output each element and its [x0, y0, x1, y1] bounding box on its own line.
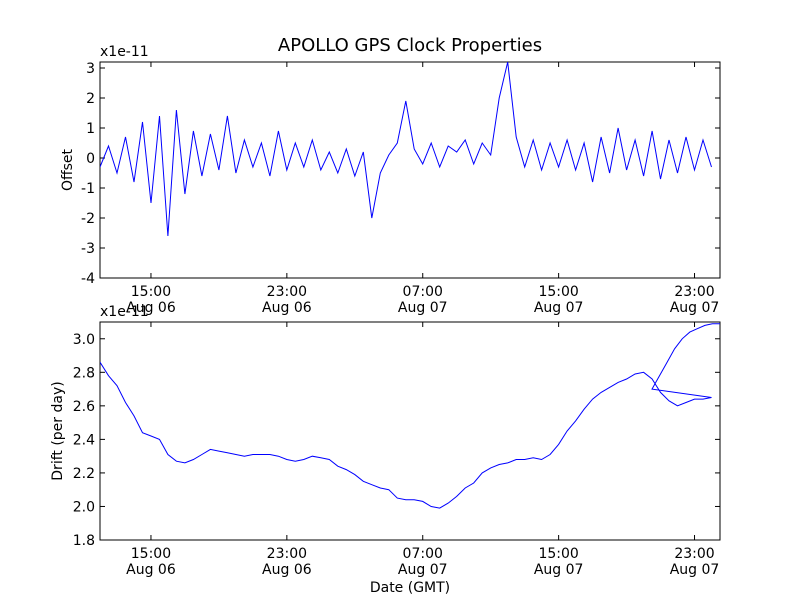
x-tick-label-time: 15:00: [131, 546, 171, 562]
axes-frame: [99, 321, 721, 541]
y-tick-label: -3: [81, 241, 95, 257]
x-tick-label-date: Aug 06: [126, 300, 176, 316]
x-tick-label-date: Aug 07: [398, 300, 448, 316]
chart-title: APOLLO GPS Clock Properties: [278, 35, 542, 56]
x-tick-label-time: 07:00: [403, 284, 443, 300]
x-tick-label-time: 23:00: [267, 284, 307, 300]
y-tick-label: 3: [86, 61, 95, 77]
x-tick-label-time: 15:00: [131, 284, 171, 300]
y-tick-label: 0: [86, 151, 95, 167]
y-tick-label: 1: [86, 121, 95, 137]
offset-series-line: [100, 62, 712, 237]
x-tick-label-time: 23:00: [674, 546, 714, 562]
y-tick-label: 2.2: [73, 466, 95, 482]
y-multiplier-label: x1e-11: [100, 44, 149, 60]
x-tick-label-date: Aug 07: [534, 562, 584, 578]
y-axis-label: Drift (per day): [50, 381, 66, 480]
x-tick-label-time: 15:00: [538, 284, 578, 300]
y-tick-label: -1: [81, 181, 95, 197]
x-tick-label-time: 23:00: [674, 284, 714, 300]
y-tick-label: 1.8: [73, 533, 95, 549]
x-tick-label-date: Aug 07: [534, 300, 584, 316]
y-tick-label: 2.6: [73, 399, 95, 415]
y-tick-label: 3.0: [73, 332, 95, 348]
y-tick-label: 2.8: [73, 365, 95, 381]
y-tick-label: 2.0: [73, 499, 95, 515]
axes-frame: [99, 61, 721, 279]
drift-series-line: [100, 323, 720, 509]
x-tick-label-time: 15:00: [538, 546, 578, 562]
x-tick-label-date: Aug 07: [670, 562, 720, 578]
x-tick-label-date: Aug 07: [670, 300, 720, 316]
y-tick-label: 2: [86, 91, 95, 107]
x-tick-label-date: Aug 06: [262, 300, 312, 316]
y-tick-label: 2.4: [73, 432, 95, 448]
y-multiplier-label: x1e-11: [100, 304, 149, 320]
x-tick-label-date: Aug 07: [398, 562, 448, 578]
y-axis-label: Offset: [60, 148, 76, 191]
y-tick-label: -2: [81, 211, 95, 227]
x-tick-label-time: 23:00: [267, 546, 307, 562]
y-tick-label: -4: [81, 271, 95, 287]
x-axis-label: Date (GMT): [370, 580, 450, 596]
x-tick-label-date: Aug 06: [126, 562, 176, 578]
x-tick-label-date: Aug 06: [262, 562, 312, 578]
x-tick-label-time: 07:00: [403, 546, 443, 562]
